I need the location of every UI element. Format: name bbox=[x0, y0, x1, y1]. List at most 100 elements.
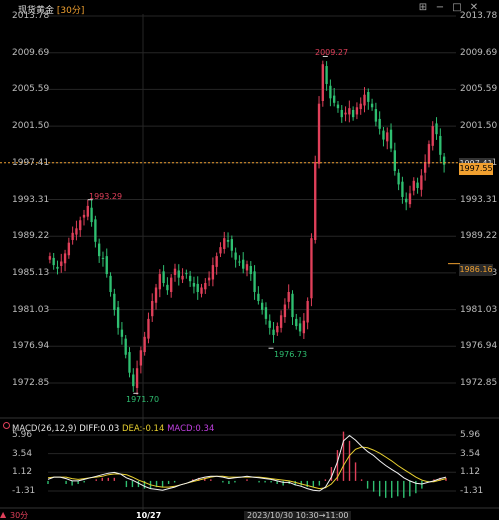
crosshair-time-label: 2023/10/30 10:30→11:00 bbox=[244, 511, 352, 520]
period-selector[interactable]: [30分] bbox=[56, 6, 85, 16]
candle-up bbox=[71, 232, 74, 240]
diff-line bbox=[47, 434, 447, 492]
price-tick-label: 1993.31 bbox=[12, 194, 50, 205]
candle-down bbox=[238, 261, 241, 263]
candle-down bbox=[196, 283, 199, 292]
candle-down bbox=[132, 374, 135, 387]
candle-up bbox=[86, 205, 89, 217]
candle-up bbox=[181, 275, 184, 280]
candle-up bbox=[82, 214, 86, 218]
footer-period[interactable]: 30分 bbox=[10, 511, 29, 520]
candle-down bbox=[260, 302, 264, 310]
close-icon[interactable]: ✕ bbox=[469, 2, 479, 13]
candle-up bbox=[423, 161, 427, 173]
candle-down bbox=[336, 104, 340, 109]
candle-up bbox=[75, 228, 78, 235]
candle-down bbox=[166, 284, 169, 291]
candle-down bbox=[291, 293, 294, 318]
candle-down bbox=[439, 135, 442, 155]
price-tick-label: 1985.13 bbox=[12, 267, 50, 278]
candle-up bbox=[314, 161, 317, 240]
candle-down bbox=[351, 109, 355, 118]
candle-down bbox=[333, 95, 336, 103]
footer-arrow-icon[interactable]: ▲ bbox=[0, 510, 7, 519]
candle-down bbox=[416, 182, 419, 188]
candle-up bbox=[60, 261, 63, 266]
candle-up bbox=[147, 318, 150, 339]
candle-down bbox=[370, 103, 374, 108]
candle-down bbox=[405, 198, 408, 203]
candle-down bbox=[397, 172, 400, 185]
candle-down bbox=[264, 307, 268, 319]
price-tick-label: 2001.50 bbox=[460, 121, 498, 132]
macd-tick-label: 1.12 bbox=[460, 467, 481, 478]
candle-up bbox=[348, 108, 351, 115]
price-tick-label: 2005.59 bbox=[12, 84, 50, 95]
candle-up bbox=[363, 94, 366, 106]
maximize-icon[interactable]: □ bbox=[452, 2, 462, 13]
price-tick-label: 2009.69 bbox=[12, 47, 50, 58]
candle-up bbox=[79, 220, 82, 231]
candle-down bbox=[124, 338, 127, 355]
price-tick-label: 1981.03 bbox=[460, 304, 498, 315]
candle-up bbox=[386, 132, 389, 142]
price-tick-label: 2013.78 bbox=[12, 11, 50, 21]
candle-up bbox=[143, 336, 146, 353]
candle-down bbox=[109, 275, 112, 292]
candle-up bbox=[431, 126, 434, 146]
candle-down bbox=[298, 323, 302, 332]
candle-down bbox=[52, 257, 55, 266]
macd-macd-value: MACD:0.34 bbox=[167, 424, 215, 434]
macd-tick-label: -1.31 bbox=[12, 486, 36, 496]
local-high-annotation: 1993.29 bbox=[89, 192, 123, 201]
candle-down bbox=[94, 219, 97, 242]
candle-up bbox=[139, 350, 143, 366]
candle-down bbox=[272, 329, 275, 336]
candle-down bbox=[177, 270, 180, 278]
candle-up bbox=[154, 287, 158, 303]
candle-down bbox=[192, 283, 196, 287]
grid-icon[interactable]: ⊞ bbox=[418, 2, 428, 13]
candle-down bbox=[188, 275, 192, 282]
candle-down bbox=[226, 239, 230, 242]
candle-down bbox=[435, 123, 438, 135]
macd-tick-label: 5.96 bbox=[12, 430, 33, 440]
candle-down bbox=[367, 92, 370, 102]
candle-down bbox=[340, 109, 343, 118]
candle-up bbox=[219, 247, 222, 254]
candle-up bbox=[412, 180, 415, 191]
macd-tick-label: 5.96 bbox=[460, 430, 481, 440]
current-price-tag: 1997.55 bbox=[459, 163, 493, 175]
macd-tick-label: -1.31 bbox=[460, 486, 484, 496]
candle-up bbox=[63, 253, 67, 264]
date-label: 10/27 bbox=[136, 511, 162, 520]
macd-label: MACD(26,12,9) bbox=[12, 424, 77, 434]
macd-legend: MACD(26,12,9) DIFF:0.03 DEA:-0.14 MACD:0… bbox=[12, 424, 214, 434]
indicator-settings-icon[interactable] bbox=[3, 422, 10, 429]
candle-down bbox=[401, 181, 404, 197]
candle-down bbox=[185, 273, 188, 275]
price-tick-label: 2001.50 bbox=[12, 121, 50, 132]
high-annotation: 2009.27 bbox=[315, 48, 349, 57]
candle-up bbox=[420, 175, 423, 190]
candle-up bbox=[310, 238, 313, 299]
candle-down bbox=[120, 329, 124, 337]
candle-up bbox=[67, 242, 71, 256]
candle-down bbox=[162, 271, 165, 284]
price-tick-label: 1976.94 bbox=[460, 341, 498, 352]
minus-icon[interactable]: − bbox=[435, 2, 445, 13]
price-tick-label: 2009.69 bbox=[460, 47, 498, 58]
candle-up bbox=[211, 265, 215, 280]
candle-up bbox=[287, 291, 290, 302]
candle-up bbox=[302, 320, 306, 334]
candle-up bbox=[283, 304, 287, 318]
candle-down bbox=[389, 129, 393, 149]
candle-up bbox=[204, 283, 207, 290]
candle-up bbox=[306, 300, 309, 323]
price-tick-label: 1993.31 bbox=[460, 194, 498, 205]
price-tick-label: 1972.85 bbox=[460, 378, 498, 388]
candle-up bbox=[135, 368, 139, 388]
candle-down bbox=[230, 239, 234, 251]
candle-up bbox=[276, 326, 279, 333]
